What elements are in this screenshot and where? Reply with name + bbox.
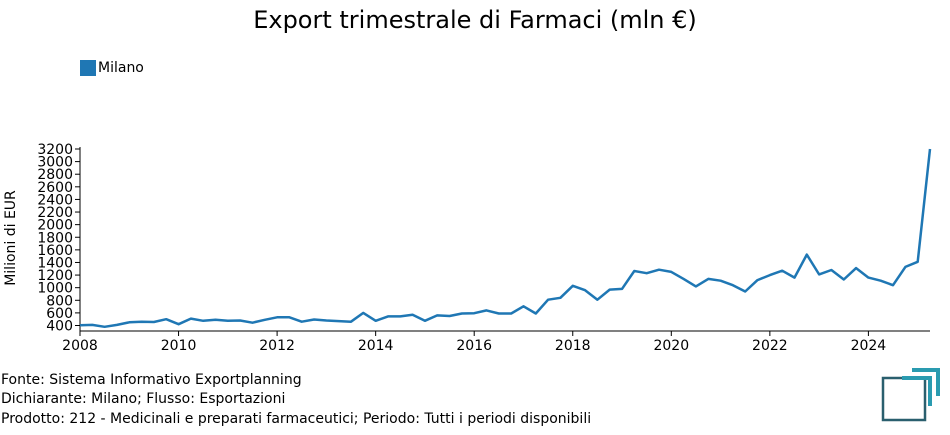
footer-source: Fonte: Sistema Informativo Exportplannin…: [1, 372, 302, 388]
y-tick-label: 1200: [37, 268, 73, 284]
legend: Milano: [80, 60, 144, 76]
chart-plot-area: 4006008001000120014001600180020002200240…: [37, 142, 932, 354]
y-tick-label: 2400: [37, 192, 73, 208]
x-tick-label: 2024: [851, 338, 887, 354]
x-tick-label: 2008: [62, 338, 98, 354]
y-tick-label: 2200: [37, 205, 73, 221]
y-tick-label: 600: [46, 306, 73, 322]
footer-declarant: Dichiarante: Milano; Flusso: Esportazion…: [1, 391, 286, 407]
x-tick-label: 2022: [752, 338, 788, 354]
footer-product: Prodotto: 212 - Medicinali e preparati f…: [1, 411, 592, 427]
y-tick-label: 3000: [37, 155, 73, 171]
y-tick-label: 2600: [37, 180, 73, 196]
exportplanning-logo: [881, 368, 940, 422]
x-tick-label: 2016: [456, 338, 492, 354]
x-tick-label: 2014: [358, 338, 394, 354]
y-tick-label: 1600: [37, 243, 73, 259]
x-tick-label: 2018: [555, 338, 591, 354]
x-tick-label: 2012: [259, 338, 295, 354]
legend-swatch-milano: [80, 60, 96, 76]
y-tick-label: 1000: [37, 281, 73, 297]
y-tick-label: 2000: [37, 218, 73, 234]
y-tick-label: 3200: [37, 142, 73, 158]
x-tick-label: 2020: [653, 338, 689, 354]
legend-label-milano: Milano: [98, 60, 144, 76]
y-tick-label: 1800: [37, 230, 73, 246]
y-tick-label: 800: [46, 293, 73, 309]
y-tick-label: 400: [46, 319, 73, 335]
y-axis-label: Milioni di EUR: [3, 190, 19, 286]
series-line-milano: [79, 148, 932, 329]
x-tick-label: 2010: [161, 338, 197, 354]
y-tick-label: 1400: [37, 255, 73, 271]
chart-title: Export trimestrale di Farmaci (mln €): [253, 6, 697, 34]
y-tick-label: 2800: [37, 167, 73, 183]
